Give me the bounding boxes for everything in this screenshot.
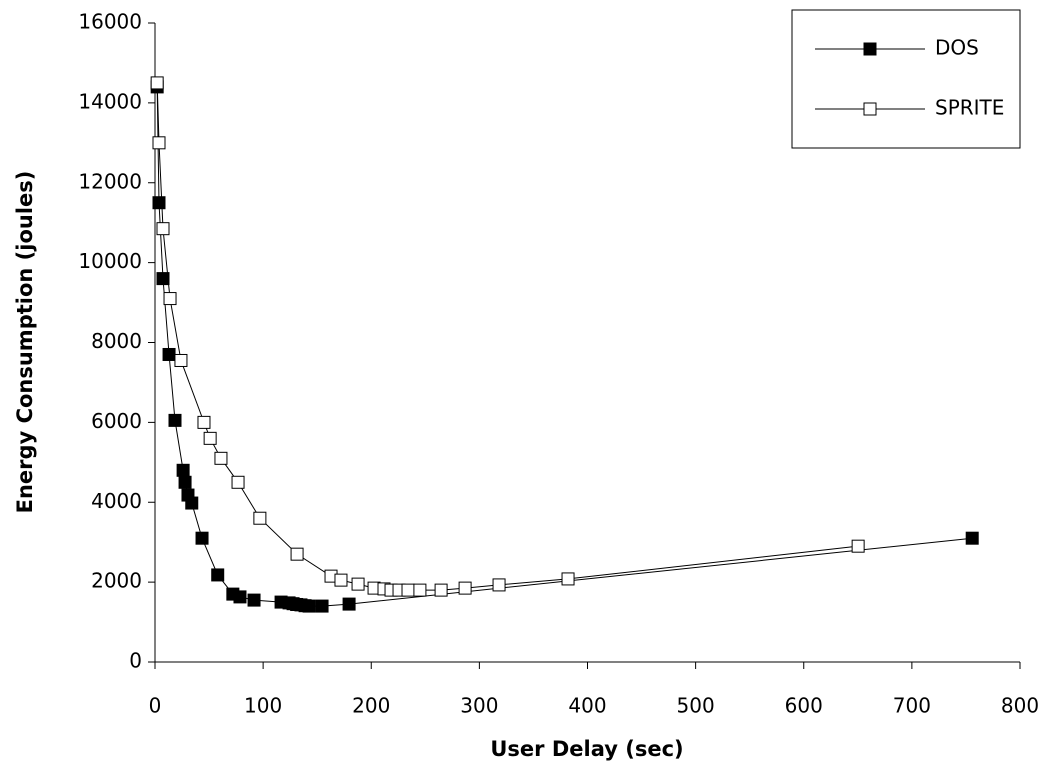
y-tick-label: 8000 bbox=[91, 329, 142, 353]
x-tick-label: 800 bbox=[1001, 694, 1039, 718]
legend-box bbox=[791, 9, 1021, 149]
legend-label: SPRITE bbox=[935, 96, 1004, 120]
x-tick-label: 600 bbox=[785, 694, 823, 718]
marker bbox=[315, 599, 329, 613]
series-line bbox=[156, 86, 973, 607]
x-tick-label: 700 bbox=[893, 694, 931, 718]
y-tick-label: 4000 bbox=[91, 489, 142, 513]
marker bbox=[178, 475, 192, 489]
x-axis-title: User Delay (sec) bbox=[490, 737, 683, 761]
y-tick-label: 0 bbox=[129, 649, 142, 673]
marker bbox=[162, 347, 176, 361]
marker bbox=[434, 583, 448, 597]
y-tick-label: 12000 bbox=[78, 169, 142, 193]
y-tick-label: 10000 bbox=[78, 249, 142, 273]
marker bbox=[290, 547, 304, 561]
legend-marker bbox=[863, 102, 877, 116]
marker bbox=[351, 577, 365, 591]
marker bbox=[168, 413, 182, 427]
y-axis-title: Energy Consumption (joules) bbox=[13, 171, 37, 514]
marker bbox=[302, 599, 316, 613]
legend-marker bbox=[863, 42, 877, 56]
marker bbox=[247, 593, 261, 607]
marker bbox=[253, 511, 267, 525]
x-tick-label: 500 bbox=[677, 694, 715, 718]
marker bbox=[163, 292, 177, 306]
y-tick-label: 14000 bbox=[78, 89, 142, 113]
marker bbox=[965, 531, 979, 545]
marker bbox=[214, 451, 228, 465]
marker bbox=[233, 590, 247, 604]
marker bbox=[561, 572, 575, 586]
marker bbox=[458, 581, 472, 595]
marker bbox=[413, 583, 427, 597]
marker bbox=[401, 583, 415, 597]
x-tick-label: 400 bbox=[568, 694, 606, 718]
marker bbox=[197, 415, 211, 429]
x-tick-label: 300 bbox=[460, 694, 498, 718]
marker bbox=[211, 568, 225, 582]
legend-label: DOS bbox=[935, 36, 979, 60]
x-tick-label: 0 bbox=[149, 694, 162, 718]
marker bbox=[152, 136, 166, 150]
marker bbox=[174, 353, 188, 367]
marker bbox=[342, 597, 356, 611]
y-tick-label: 2000 bbox=[91, 569, 142, 593]
marker bbox=[185, 496, 199, 510]
marker bbox=[203, 431, 217, 445]
y-tick-label: 6000 bbox=[91, 409, 142, 433]
marker bbox=[334, 573, 348, 587]
y-tick-label: 16000 bbox=[78, 10, 142, 34]
marker bbox=[150, 76, 164, 90]
marker bbox=[176, 463, 190, 477]
marker bbox=[156, 272, 170, 286]
marker bbox=[851, 539, 865, 553]
marker bbox=[195, 531, 209, 545]
x-tick-label: 100 bbox=[244, 694, 282, 718]
marker bbox=[492, 578, 506, 592]
marker bbox=[152, 196, 166, 210]
x-tick-label: 200 bbox=[352, 694, 390, 718]
marker bbox=[156, 222, 170, 236]
marker bbox=[231, 475, 245, 489]
